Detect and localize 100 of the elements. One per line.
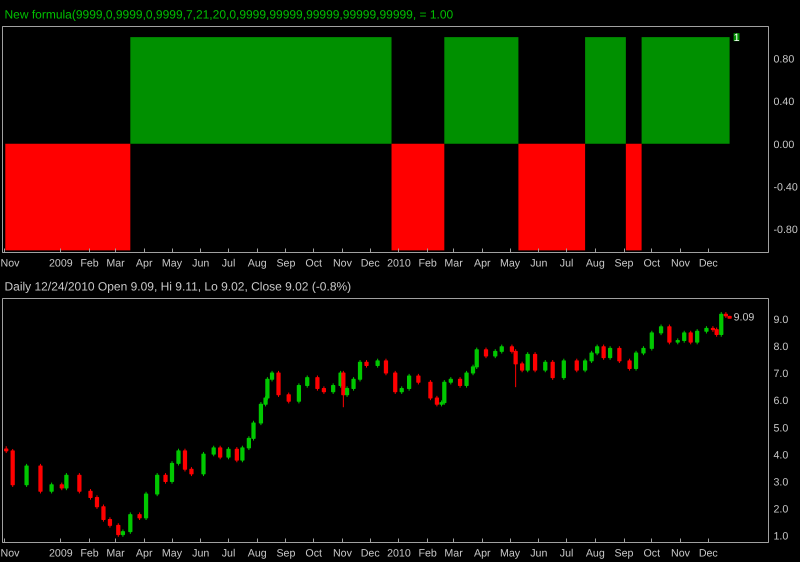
x-tick-label: Sep <box>276 258 296 270</box>
x-tick-label: Mar <box>106 258 126 270</box>
candlestick <box>77 472 82 494</box>
candlestick <box>351 376 356 392</box>
candlestick <box>201 451 206 477</box>
candlestick <box>286 392 291 404</box>
y-tick-label: 1.0 <box>774 530 788 543</box>
x-tick-label: Nov <box>0 258 20 270</box>
candlestick <box>562 358 566 380</box>
y-tick-label: 6.0 <box>774 395 788 408</box>
candlestick <box>315 374 320 392</box>
x-tick-label: Feb <box>418 548 437 560</box>
candlestick <box>407 373 412 392</box>
candlestick <box>64 472 69 491</box>
x-tick-label: Apr <box>136 258 153 270</box>
x-tick-label: Aug <box>586 258 605 270</box>
candlestick <box>163 472 168 484</box>
x-tick-label: 2009 <box>49 258 73 270</box>
candlestick <box>128 512 132 534</box>
candlestick <box>240 445 245 463</box>
candlestick <box>458 376 462 388</box>
x-tick-label: Oct <box>644 548 660 560</box>
candlestick <box>667 324 672 345</box>
x-tick-label: Jun <box>192 258 210 270</box>
x-tick-label: Jun <box>192 548 210 560</box>
candlestick <box>532 352 538 373</box>
x-tick-label: Dec <box>360 258 380 270</box>
candlestick <box>393 370 398 394</box>
x-tick-label: Jun <box>530 258 548 270</box>
candlestick <box>550 360 555 380</box>
y-tick-label: -0.40 <box>774 181 798 194</box>
annotation: 9.09 <box>734 311 754 324</box>
candlestick <box>344 386 350 398</box>
y-tick-label: 3.0 <box>774 476 788 488</box>
x-tick-label: Apr <box>474 548 492 560</box>
candlestick <box>714 327 719 338</box>
x-tick-label: Nov <box>671 258 691 270</box>
candlestick <box>170 460 174 484</box>
annotation: 1 <box>734 32 740 44</box>
x-tick-label: May <box>500 258 521 270</box>
candlestick <box>543 360 548 373</box>
candlestick <box>108 516 112 528</box>
candlestick <box>608 346 612 360</box>
chart-title: Daily 12/24/2010 Open 9.09, Hi 9.11, Lo 9.02, Close 9.02 (-0.8%) <box>4 280 352 294</box>
candlestick <box>464 370 469 388</box>
candlestick <box>276 370 281 398</box>
candlestick <box>101 504 106 522</box>
candlestick <box>484 347 488 359</box>
y-tick-label: 0.00 <box>774 138 794 151</box>
candlestick <box>234 446 239 463</box>
x-tick-label: 2010 <box>387 258 411 270</box>
candlestick <box>442 380 446 406</box>
x-tick-label: Oct <box>305 258 322 270</box>
candlestick <box>331 382 336 394</box>
x-tick-label: Jul <box>222 258 236 270</box>
x-tick-label: Sep <box>276 548 296 560</box>
y-tick-label: 0.40 <box>774 96 794 108</box>
candlestick <box>719 312 724 338</box>
x-tick-label: Dec <box>698 548 718 560</box>
candlestick <box>526 352 530 373</box>
candlestick <box>358 360 362 382</box>
y-tick-label: 5.0 <box>774 422 788 434</box>
x-tick-label: Oct <box>305 548 322 560</box>
candlestick <box>695 328 700 345</box>
candlestick <box>434 395 440 407</box>
candlestick <box>574 358 579 373</box>
candlestick <box>24 463 29 488</box>
x-tick-label: Nov <box>0 548 20 560</box>
x-tick-label: Sep <box>614 548 634 560</box>
candlestick <box>617 346 622 364</box>
candlestick <box>520 361 524 373</box>
x-tick-label: Feb <box>418 258 437 270</box>
candlestick <box>682 330 686 344</box>
y-tick-label: 4.0 <box>774 449 788 462</box>
candlestick <box>155 472 160 497</box>
x-tick-label: Aug <box>248 258 267 270</box>
x-tick-label: Apr <box>474 258 492 270</box>
candlestick <box>88 488 93 500</box>
x-tick-label: Jun <box>530 548 548 560</box>
candlestick <box>212 445 216 457</box>
y-tick-label: 2.0 <box>774 504 788 516</box>
x-tick-label: Aug <box>586 548 605 560</box>
x-tick-label: May <box>500 548 521 560</box>
x-tick-label: Dec <box>360 548 380 560</box>
x-tick-label: Oct <box>644 258 660 270</box>
x-tick-label: Mar <box>444 258 464 270</box>
candlestick <box>218 445 222 460</box>
x-tick-label: May <box>162 548 183 560</box>
candlestick <box>258 402 264 426</box>
candlestick <box>341 370 346 408</box>
x-tick-label: Feb <box>80 548 99 560</box>
candlestick <box>688 330 693 345</box>
candlestick <box>116 522 120 538</box>
candlestick <box>305 374 310 388</box>
x-tick-label: Nov <box>671 548 691 560</box>
x-tick-label: 2010 <box>387 548 411 560</box>
x-tick-label: 2009 <box>49 548 73 560</box>
x-tick-label: Dec <box>698 258 718 270</box>
y-tick-label: 0.80 <box>774 53 794 66</box>
y-tick-label: 8.0 <box>774 340 788 353</box>
